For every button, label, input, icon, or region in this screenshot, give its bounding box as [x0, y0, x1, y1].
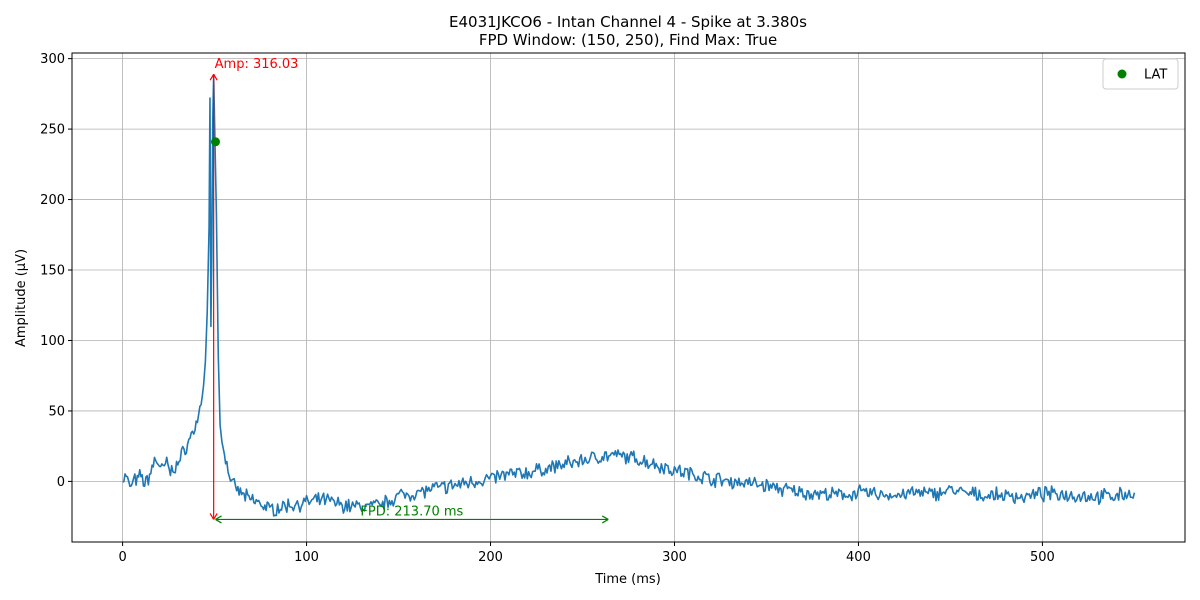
chart-title-line2: FPD Window: (150, 250), Find Max: True [479, 31, 777, 49]
y-axis-label: Amplitude (µV) [14, 249, 29, 347]
x-tick-label: 500 [1030, 550, 1055, 565]
amplitude-arrow-head-top [209, 73, 218, 81]
y-tick-label: 100 [40, 334, 65, 349]
x-tick-label: 200 [478, 550, 503, 565]
fpd-label: FPD: 213.70 ms [360, 504, 463, 519]
grid-lines [72, 53, 1185, 542]
x-tick-label: 400 [846, 550, 871, 565]
y-tick-label: 300 [40, 52, 65, 67]
x-tick-label: 100 [294, 550, 319, 565]
amplitude-arrow-head-bottom [209, 513, 218, 520]
y-tick-label: 200 [40, 193, 65, 208]
plot-data [122, 74, 1136, 517]
legend: LAT [1102, 58, 1179, 90]
series-line [122, 74, 1136, 517]
axes-frame [71, 52, 1186, 543]
amplitude-label: Amp: 316.03 [215, 57, 299, 72]
legend-box [1102, 58, 1179, 90]
fpd-arrow-head-left [215, 515, 222, 524]
fpd-arrow-head-right [601, 515, 609, 524]
legend-label: LAT [1144, 68, 1167, 83]
y-tick-label: 50 [48, 404, 65, 419]
annotations [209, 73, 609, 524]
y-tick-label: 250 [40, 123, 65, 138]
x-tick-label: 0 [118, 550, 126, 565]
chart-title-line1: E4031JKCO6 - Intan Channel 4 - Spike at … [449, 13, 807, 31]
legend-marker [1117, 69, 1127, 79]
lat-marker [210, 137, 220, 147]
axis-ticks: 0 100 200 300 400 500 0 50 100 150 200 250 300 [40, 52, 1055, 565]
y-tick-label: 150 [40, 264, 65, 279]
y-tick-label: 0 [57, 475, 65, 490]
x-axis-label: Time (ms) [594, 572, 661, 587]
x-tick-label: 300 [662, 550, 687, 565]
